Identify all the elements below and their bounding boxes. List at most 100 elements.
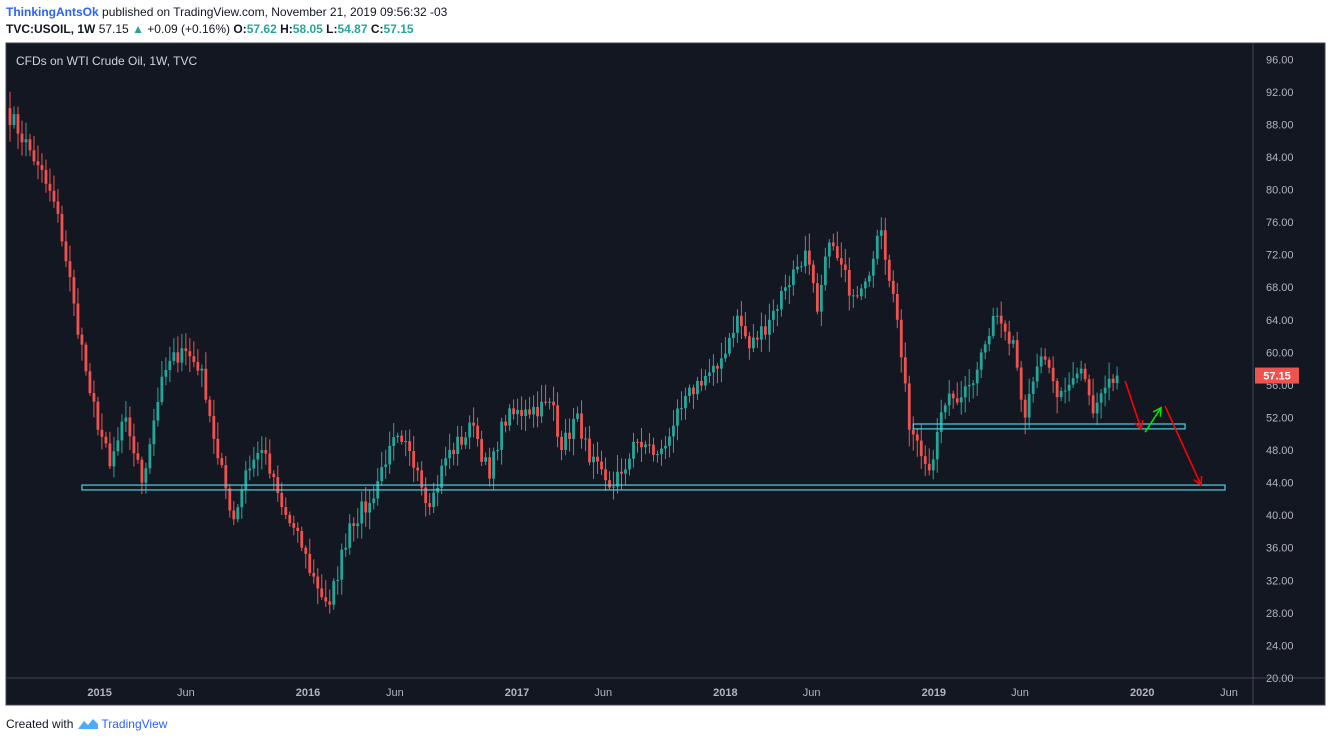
candle-body bbox=[152, 420, 156, 445]
triangle-up-icon: ▲ bbox=[132, 22, 144, 36]
candle-body bbox=[24, 139, 28, 143]
candle-body bbox=[248, 468, 252, 471]
y-tick-label: 96.00 bbox=[1266, 54, 1294, 66]
created-with-text: Created with bbox=[6, 717, 74, 731]
candle-body bbox=[895, 293, 899, 320]
candle-body bbox=[608, 480, 611, 488]
candle-body bbox=[915, 434, 919, 441]
x-tick-label: Jun bbox=[386, 687, 404, 699]
time-axis[interactable]: 2015 Jun 2016 Jun 2017 Jun 2018 Jun 2019 Jun 2020 J… bbox=[87, 687, 1237, 699]
y-tick-label: 64.00 bbox=[1266, 315, 1294, 327]
candle-body bbox=[580, 413, 583, 439]
x-tick-label: Jun bbox=[1220, 687, 1238, 699]
price-axis[interactable]: 96.00 92.00 88.00 84.00 80.00 76.00 72.00 68.00… bbox=[1266, 54, 1294, 685]
candle-body bbox=[939, 412, 943, 432]
candle-body bbox=[556, 405, 559, 437]
last-price-tag: 57.15 bbox=[1255, 367, 1299, 384]
candle-body bbox=[843, 264, 847, 270]
candle-body bbox=[604, 469, 607, 481]
candle-body bbox=[1011, 340, 1015, 344]
candle-body bbox=[859, 288, 863, 297]
candle-body bbox=[232, 510, 236, 520]
candle-body bbox=[332, 581, 336, 605]
candle-body bbox=[244, 470, 248, 490]
candle-body bbox=[716, 365, 719, 369]
candle-body bbox=[827, 242, 831, 257]
y-tick-label: 88.00 bbox=[1266, 119, 1294, 131]
candle-body bbox=[1007, 331, 1011, 344]
candle-body bbox=[60, 213, 64, 242]
candle-body bbox=[540, 401, 543, 417]
candle-body bbox=[1063, 390, 1067, 392]
candle-body bbox=[676, 408, 679, 426]
projection-arrow-down bbox=[1124, 380, 1142, 430]
tradingview-link[interactable]: TradingView bbox=[101, 717, 168, 731]
candle-body bbox=[132, 436, 136, 454]
candle-body bbox=[871, 258, 875, 276]
candle-body bbox=[815, 283, 819, 312]
symbol: TVC:USOIL, 1W bbox=[6, 22, 96, 36]
candle-body bbox=[620, 471, 623, 474]
candle-body bbox=[1087, 379, 1091, 396]
candle-body bbox=[692, 387, 695, 395]
candle-body bbox=[164, 369, 168, 377]
candle-body bbox=[1091, 395, 1095, 414]
candle-body bbox=[192, 356, 196, 363]
candle-body bbox=[44, 169, 48, 184]
candle-body bbox=[787, 285, 791, 288]
candle-body bbox=[260, 450, 264, 453]
candle-body bbox=[720, 358, 723, 369]
candle-body bbox=[356, 523, 360, 527]
candle-body bbox=[680, 408, 683, 410]
candle-body bbox=[684, 395, 687, 409]
candle-body bbox=[20, 133, 24, 143]
candle-body bbox=[811, 264, 815, 284]
x-tick-label: Jun bbox=[177, 687, 195, 699]
candle-body bbox=[36, 161, 40, 166]
candle-body bbox=[668, 436, 671, 446]
candle-body bbox=[584, 438, 587, 440]
candle-body bbox=[979, 352, 983, 370]
candle-body bbox=[52, 190, 56, 202]
candle-body bbox=[851, 295, 855, 297]
candle-body bbox=[420, 470, 424, 488]
candle-body bbox=[847, 269, 851, 296]
candle-body bbox=[516, 409, 519, 415]
candle-body bbox=[392, 437, 396, 446]
candle-body bbox=[200, 368, 204, 371]
y-tick-label: 92.00 bbox=[1266, 87, 1294, 99]
candle-body bbox=[835, 246, 839, 259]
candle-body bbox=[899, 319, 903, 358]
candle-body bbox=[524, 409, 527, 416]
candle-body bbox=[931, 459, 935, 471]
candle-body bbox=[472, 422, 476, 426]
candle-body bbox=[736, 315, 739, 333]
y-tick-label: 60.00 bbox=[1266, 347, 1294, 359]
candle-body bbox=[196, 362, 200, 371]
candle-body bbox=[1067, 384, 1071, 391]
candle-body bbox=[460, 436, 464, 445]
candle-body bbox=[648, 444, 651, 446]
candle-body bbox=[12, 114, 16, 126]
y-tick-label: 36.00 bbox=[1266, 543, 1294, 555]
candle-body bbox=[1071, 378, 1075, 385]
candle-body bbox=[104, 436, 108, 444]
candle-body bbox=[1015, 340, 1019, 368]
candle-body bbox=[700, 380, 703, 386]
candle-body bbox=[384, 464, 388, 467]
candle-body bbox=[512, 408, 515, 415]
candle-body bbox=[128, 417, 132, 437]
candle-body bbox=[84, 344, 88, 372]
candle-body bbox=[1055, 381, 1059, 398]
y-tick-label: 28.00 bbox=[1266, 608, 1294, 620]
candle-body bbox=[368, 502, 372, 513]
candle-body bbox=[616, 471, 619, 487]
low-label: L: bbox=[326, 22, 338, 36]
candle-body bbox=[464, 437, 468, 445]
author-link[interactable]: ThinkingAntsOk bbox=[6, 5, 99, 19]
projection-arrow-up bbox=[1144, 407, 1162, 433]
candle-body bbox=[456, 436, 460, 455]
candle-body bbox=[16, 114, 20, 134]
candle-body bbox=[440, 465, 444, 488]
